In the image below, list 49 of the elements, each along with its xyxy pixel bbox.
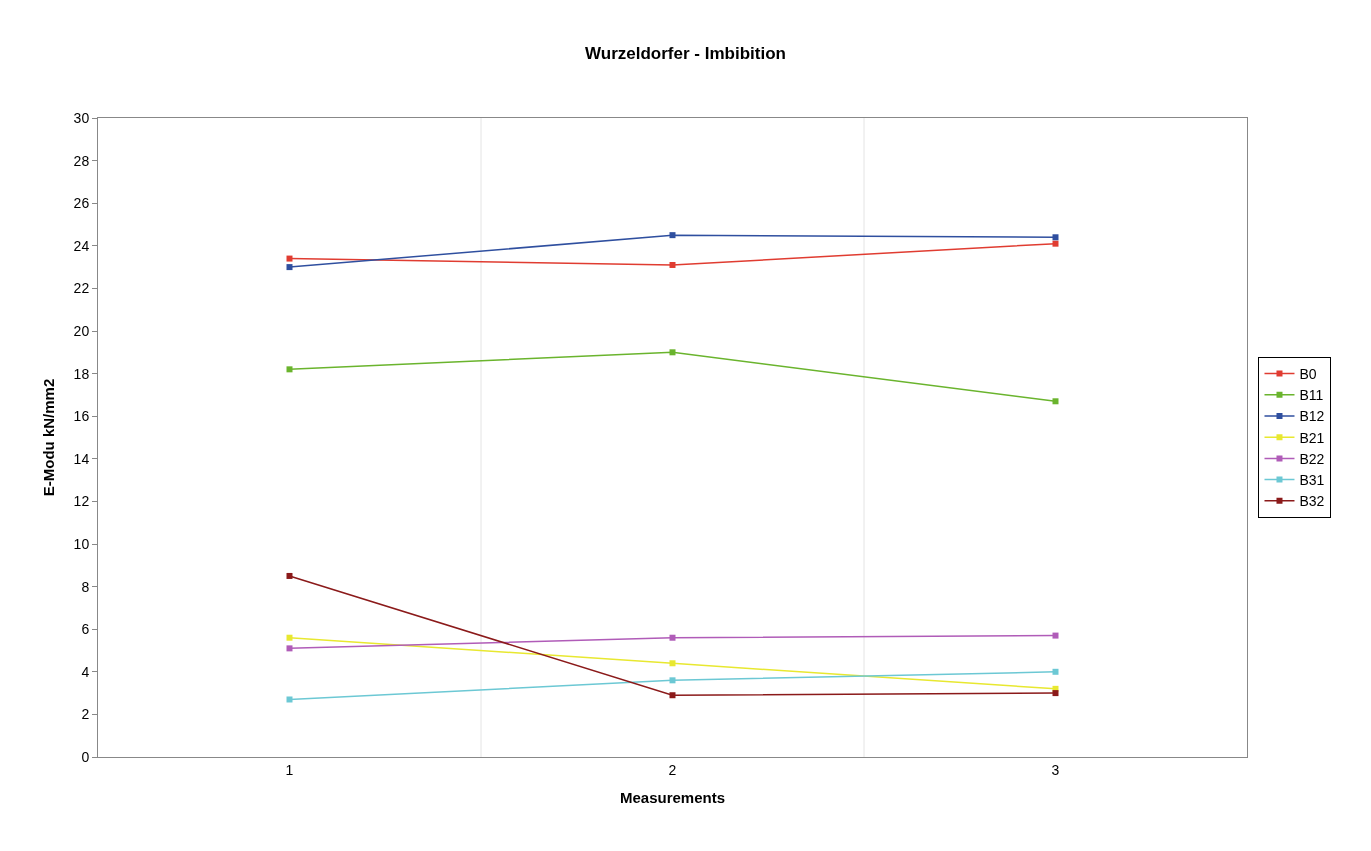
y-tick-label: 14 <box>73 450 90 467</box>
point <box>1052 240 1059 247</box>
y-tick-label: 4 <box>81 663 90 680</box>
legend-label: B11 <box>1299 387 1324 404</box>
y-tick-label: 6 <box>81 621 90 638</box>
y-tick-label: 24 <box>73 237 90 254</box>
point <box>286 255 293 262</box>
legend-label: B22 <box>1299 450 1325 467</box>
y-axis-title: E-Modu kN/mm2 <box>39 378 57 497</box>
point <box>669 660 676 667</box>
point <box>286 696 293 703</box>
x-axis-title: Measurements <box>619 788 726 806</box>
point <box>1052 632 1059 639</box>
y-tick-label: 2 <box>81 706 90 723</box>
y-tick-label: 8 <box>81 578 90 595</box>
point <box>669 634 676 641</box>
x-tick-label: 1 <box>285 761 294 778</box>
y-tick-label: 26 <box>73 195 90 212</box>
point <box>286 634 293 641</box>
y-tick-label: 10 <box>73 535 90 552</box>
y-tick-label: 12 <box>73 493 90 510</box>
y-tick-label: 20 <box>73 322 90 339</box>
point <box>1052 398 1059 405</box>
point <box>286 366 293 373</box>
x-tick-label: 3 <box>1051 761 1060 778</box>
point <box>286 264 293 271</box>
point <box>1052 668 1059 675</box>
point <box>669 232 676 239</box>
point <box>1052 234 1059 241</box>
point <box>286 572 293 579</box>
point <box>669 261 676 268</box>
y-tick-label: 22 <box>73 280 90 297</box>
legend-label: B0 <box>1299 366 1317 383</box>
y-tick-label: 28 <box>73 152 90 169</box>
point <box>669 677 676 684</box>
point <box>669 349 676 356</box>
y-tick-label: 18 <box>73 365 90 382</box>
point <box>669 692 676 699</box>
y-tick-label: 0 <box>81 748 90 765</box>
point <box>286 645 293 652</box>
legend-label: B21 <box>1299 429 1325 446</box>
point <box>1052 690 1059 697</box>
y-tick-label: 16 <box>73 408 90 425</box>
legend-label: B31 <box>1299 472 1325 489</box>
y-tick-label: 30 <box>73 109 90 126</box>
legend-label: B32 <box>1299 493 1325 510</box>
x-tick-label: 2 <box>668 761 677 778</box>
chart-title: Wurzeldorfer - Imbibition <box>585 43 786 63</box>
legend-label: B12 <box>1299 408 1325 425</box>
